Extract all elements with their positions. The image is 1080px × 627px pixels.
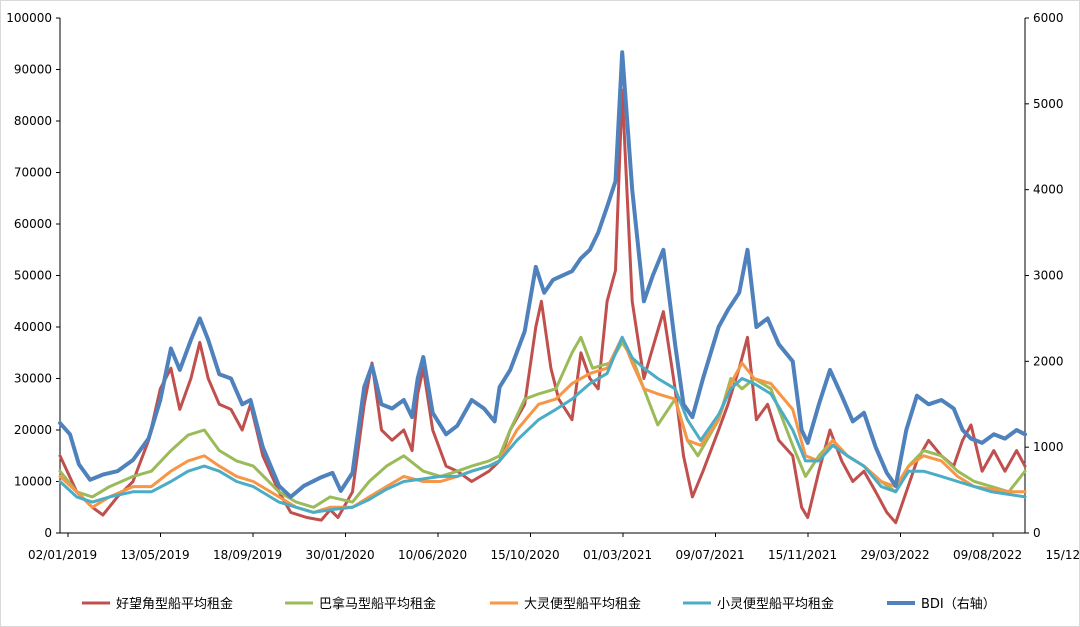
right-tick-label: 4000: [1033, 183, 1064, 197]
legend-label-2: 大灵便型船平均租金: [524, 596, 641, 612]
x-tick-label: 15/11/2021: [768, 548, 837, 562]
x-tick-label: 15/10/2020: [491, 548, 560, 562]
x-tick-label: 15/12/2022: [1046, 548, 1080, 562]
right-tick-label: 1000: [1033, 440, 1064, 454]
x-tick-label: 10/06/2020: [398, 548, 467, 562]
right-tick-label: 3000: [1033, 269, 1064, 283]
left-tick-label: 20000: [14, 423, 52, 437]
x-tick-label: 29/03/2022: [861, 548, 930, 562]
x-tick-label: 02/01/2019: [28, 548, 97, 562]
series-line-4: [58, 50, 1027, 499]
left-tick-label: 100000: [6, 11, 52, 25]
x-tick-label: 13/05/2019: [121, 548, 190, 562]
series-line-3: [58, 335, 1027, 514]
left-tick-label: 70000: [14, 166, 52, 180]
right-tick-label: 5000: [1033, 97, 1064, 111]
legend-label-3: 小灵便型船平均租金: [717, 596, 834, 612]
right-tick-label: 0: [1033, 526, 1041, 540]
x-tick-label: 18/09/2019: [213, 548, 282, 562]
left-tick-label: 0: [44, 526, 52, 540]
left-tick-label: 40000: [14, 320, 52, 334]
left-tick-label: 30000: [14, 372, 52, 386]
legend-label-0: 好望角型船平均租金: [116, 596, 233, 612]
left-tick-label: 80000: [14, 114, 52, 128]
x-tick-label: 09/07/2021: [676, 548, 745, 562]
series-line-0: [58, 88, 1027, 525]
left-tick-label: 60000: [14, 217, 52, 231]
x-tick-label: 01/03/2021: [583, 548, 652, 562]
left-tick-label: 50000: [14, 269, 52, 283]
right-tick-label: 6000: [1033, 11, 1064, 25]
x-tick-label: 30/01/2020: [306, 548, 375, 562]
legend-label-4: BDI（右轴）: [921, 597, 996, 612]
x-tick-label: 09/08/2022: [953, 548, 1022, 562]
legend-label-1: 巴拿马型船平均租金: [319, 596, 436, 612]
left-tick-label: 90000: [14, 63, 52, 77]
left-tick-label: 10000: [14, 475, 52, 489]
right-tick-label: 2000: [1033, 354, 1064, 368]
